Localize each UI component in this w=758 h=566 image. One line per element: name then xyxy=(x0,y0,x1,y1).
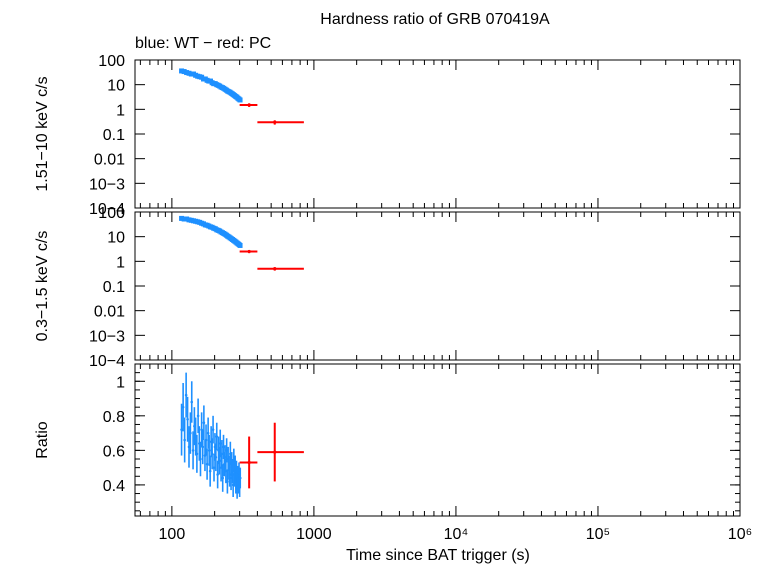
wt-point xyxy=(184,393,188,397)
y-tick-label: 0.4 xyxy=(103,478,125,495)
wt-point xyxy=(191,449,195,452)
y-tick-label: 0.6 xyxy=(103,443,125,460)
wt-point xyxy=(226,480,229,483)
y-tick-label: 0.8 xyxy=(103,409,125,426)
y-tick-label: 10 xyxy=(107,78,125,95)
series-pc xyxy=(239,103,304,125)
wt-point xyxy=(202,421,206,425)
wt-point xyxy=(179,68,185,74)
pc-point xyxy=(247,460,251,465)
x-axis-label: Time since BAT trigger (s) xyxy=(346,547,530,564)
y-tick-label: 100 xyxy=(98,205,125,222)
series-wt xyxy=(179,215,243,248)
panel-hard-band: 100 10 1 0.1 0.01 10−3 10−4 1.51−10 keV c/s xyxy=(34,53,741,218)
y-tick-label: 0.01 xyxy=(94,152,125,169)
wt-point xyxy=(207,449,211,452)
y-tick-label: 0.1 xyxy=(103,127,125,144)
wt-point xyxy=(214,455,218,459)
wt-point xyxy=(181,405,185,409)
wt-point xyxy=(238,476,242,480)
y-tick-label: 1 xyxy=(116,374,125,391)
wt-point xyxy=(183,438,186,442)
wt-point xyxy=(196,414,200,418)
wt-point xyxy=(237,242,243,248)
series-wt xyxy=(179,68,243,103)
wt-point xyxy=(223,455,227,459)
wt-point xyxy=(206,431,210,435)
wt-point xyxy=(222,445,225,449)
y-tick-label: 1 xyxy=(116,254,125,271)
y-axis-label: Ratio xyxy=(34,421,51,458)
y-tick-label: 10−4 xyxy=(89,353,125,370)
pc-point xyxy=(247,103,251,107)
wt-point xyxy=(199,457,202,461)
y-tick-label: 0.1 xyxy=(103,279,125,296)
wt-point xyxy=(205,462,209,466)
y-tick-label: 100 xyxy=(98,53,125,70)
pc-point xyxy=(273,267,277,271)
x-tick-label: 100 xyxy=(159,526,186,543)
series-pc xyxy=(239,422,304,489)
panel-ratio: 1 0.8 0.6 0.4 Ratio xyxy=(34,363,741,517)
panel-frame xyxy=(134,59,741,209)
y-tick-label: 10−4 xyxy=(89,201,125,218)
wt-point xyxy=(195,452,199,456)
panel-frame xyxy=(134,363,741,517)
pc-point xyxy=(273,120,277,124)
pc-point xyxy=(247,249,251,254)
pc-point xyxy=(273,450,277,454)
wt-point xyxy=(204,438,208,442)
x-tick-label: 10⁴ xyxy=(444,526,469,543)
wt-point xyxy=(224,469,228,473)
wt-point xyxy=(237,97,243,103)
wt-point xyxy=(186,417,189,421)
wt-point xyxy=(215,435,219,438)
x-tick-label: 10⁵ xyxy=(586,526,610,543)
wt-point xyxy=(225,449,228,452)
wt-point xyxy=(190,400,194,404)
wt-point xyxy=(179,215,185,221)
chart-title: Hardness ratio of GRB 070419A xyxy=(320,11,550,28)
wt-point xyxy=(189,431,192,435)
wt-point xyxy=(212,466,216,469)
wt-point xyxy=(180,428,183,431)
wt-point xyxy=(221,476,225,480)
x-tick-label: 10⁶ xyxy=(728,526,752,543)
panel-frame xyxy=(134,211,741,361)
wt-point xyxy=(218,442,222,445)
wt-point xyxy=(210,452,214,456)
wt-point xyxy=(216,473,219,476)
y-tick-label: 10−3 xyxy=(89,328,125,345)
wt-point xyxy=(208,469,212,473)
series-wt xyxy=(180,372,242,499)
chart-subtitle: blue: WT − red: PC xyxy=(135,35,271,52)
y-axis-label: 0.3−1.5 keV c/s xyxy=(34,231,51,342)
y-tick-label: 10 xyxy=(107,230,125,247)
wt-point xyxy=(211,428,215,431)
wt-point xyxy=(201,445,205,449)
panel-soft-band: 100 10 1 0.1 0.01 10−3 10−4 0.3−1.5 keV c/s xyxy=(34,205,741,370)
wt-point xyxy=(218,459,221,463)
x-tick-label: 1000 xyxy=(296,526,332,543)
series-pc xyxy=(239,249,304,271)
wt-point xyxy=(220,452,224,456)
y-tick-label: 0.01 xyxy=(94,304,125,321)
y-tick-label: 1 xyxy=(116,102,125,119)
y-tick-label: 10−3 xyxy=(89,176,125,193)
y-axis-label: 1.51−10 keV c/s xyxy=(34,76,51,191)
